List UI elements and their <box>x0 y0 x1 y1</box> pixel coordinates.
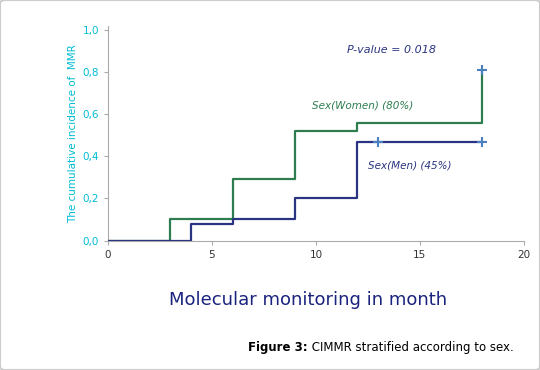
Text: P-value = 0.018: P-value = 0.018 <box>347 45 436 55</box>
Text: Figure 3:: Figure 3: <box>248 341 308 354</box>
Text: Molecular monitoring in month: Molecular monitoring in month <box>168 291 447 309</box>
Text: Sex(Women) (80%): Sex(Women) (80%) <box>312 100 413 110</box>
Y-axis label: The cumulative incidence of  MMR: The cumulative incidence of MMR <box>68 44 78 223</box>
Text: CIMMR stratified according to sex.: CIMMR stratified according to sex. <box>308 341 514 354</box>
Text: Sex(Men) (45%): Sex(Men) (45%) <box>368 161 451 171</box>
